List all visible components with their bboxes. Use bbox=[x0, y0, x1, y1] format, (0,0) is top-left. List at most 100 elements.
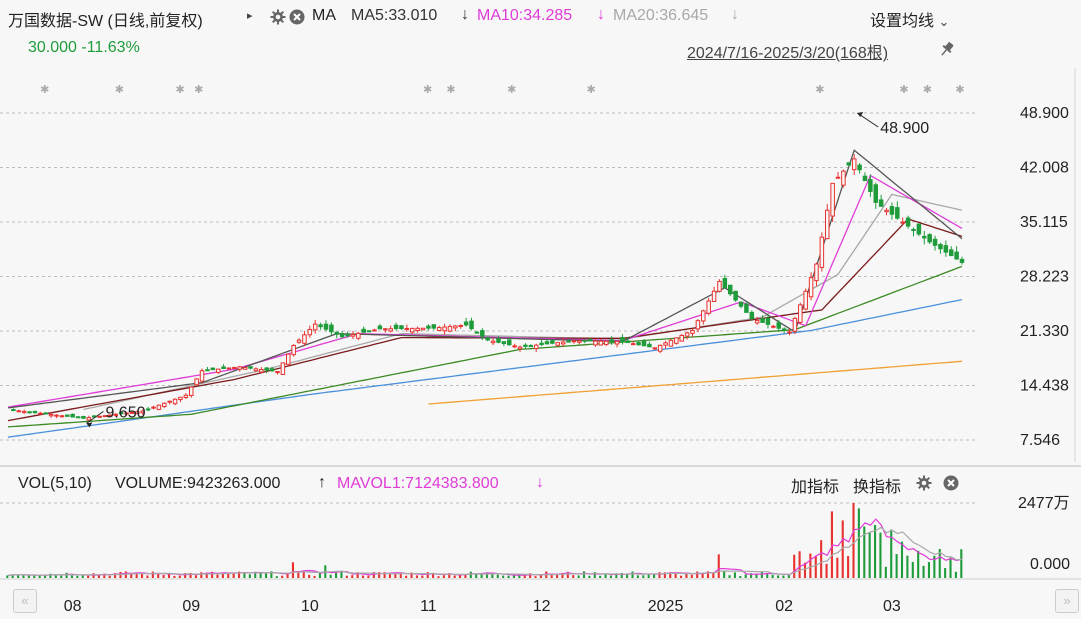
event-marker-icon[interactable]: ✱ bbox=[899, 83, 908, 96]
candle-body[interactable] bbox=[727, 284, 733, 295]
candle-body[interactable] bbox=[156, 404, 162, 410]
candle-body[interactable] bbox=[113, 413, 119, 416]
candle-body[interactable] bbox=[517, 346, 523, 350]
candle-body[interactable] bbox=[383, 328, 388, 331]
candle-body[interactable] bbox=[339, 333, 345, 338]
candle-body[interactable] bbox=[366, 330, 372, 333]
candle-body[interactable] bbox=[205, 369, 210, 372]
candle-body[interactable] bbox=[938, 244, 943, 250]
volume-bar[interactable] bbox=[723, 571, 726, 578]
candle-body[interactable] bbox=[248, 366, 253, 369]
volume-bar[interactable] bbox=[599, 575, 602, 578]
volume-bar[interactable] bbox=[836, 557, 839, 578]
candle-body[interactable] bbox=[948, 249, 954, 257]
candle-body[interactable] bbox=[420, 327, 426, 331]
candle-body[interactable] bbox=[474, 331, 480, 334]
volume-bar[interactable] bbox=[496, 574, 499, 578]
candle-body[interactable] bbox=[102, 415, 108, 418]
volume-bar[interactable] bbox=[167, 573, 171, 578]
candle-body[interactable] bbox=[501, 341, 507, 344]
candle-body[interactable] bbox=[75, 416, 81, 419]
volume-bar[interactable] bbox=[534, 576, 537, 578]
candle-body[interactable] bbox=[862, 175, 868, 182]
candle-body[interactable] bbox=[959, 258, 965, 263]
volume-bar[interactable] bbox=[221, 572, 224, 578]
volume-bar[interactable] bbox=[949, 557, 952, 578]
candle-body[interactable] bbox=[792, 317, 798, 332]
volume-bar[interactable] bbox=[733, 572, 736, 578]
candle-body[interactable] bbox=[221, 366, 226, 370]
candle-body[interactable] bbox=[447, 325, 453, 332]
volume-bar[interactable] bbox=[243, 572, 246, 578]
volume-bar[interactable] bbox=[415, 575, 418, 578]
volume-bar[interactable] bbox=[356, 572, 359, 578]
volume-bar[interactable] bbox=[653, 574, 656, 578]
volume-bar[interactable] bbox=[674, 572, 677, 578]
volume-bar[interactable] bbox=[787, 574, 790, 578]
volume-bar[interactable] bbox=[469, 571, 472, 578]
volume-bar[interactable] bbox=[874, 525, 877, 578]
candle-body[interactable] bbox=[490, 340, 496, 344]
candle-body[interactable] bbox=[399, 325, 404, 330]
candle-body[interactable] bbox=[830, 182, 835, 217]
volume-bar[interactable] bbox=[448, 573, 451, 578]
volume-bar[interactable] bbox=[857, 508, 860, 578]
volume-bar[interactable] bbox=[27, 575, 30, 578]
volume-bar[interactable] bbox=[588, 575, 591, 578]
candle-body[interactable] bbox=[539, 342, 544, 346]
candle-body[interactable] bbox=[377, 325, 383, 330]
candle-body[interactable] bbox=[81, 415, 86, 419]
candle-body[interactable] bbox=[291, 344, 296, 356]
candle-body[interactable] bbox=[733, 290, 738, 301]
candle-body[interactable] bbox=[232, 366, 237, 369]
volume-bar[interactable] bbox=[523, 574, 526, 578]
candle-body[interactable] bbox=[409, 327, 415, 333]
volume-bar[interactable] bbox=[566, 571, 569, 578]
volume-bar[interactable] bbox=[626, 574, 629, 578]
event-marker-icon[interactable]: ✱ bbox=[176, 83, 185, 96]
volume-bar[interactable] bbox=[65, 572, 68, 578]
candle-body[interactable] bbox=[679, 334, 684, 342]
candle-body[interactable] bbox=[523, 344, 528, 347]
event-marker-icon[interactable]: ✱ bbox=[40, 83, 49, 96]
volume-bar[interactable] bbox=[507, 575, 510, 578]
volume-bar[interactable] bbox=[453, 575, 456, 578]
candle-body[interactable] bbox=[550, 340, 555, 344]
candle-body[interactable] bbox=[415, 327, 420, 332]
volume-bar[interactable] bbox=[475, 573, 478, 578]
volume-bar[interactable] bbox=[372, 571, 375, 578]
candle-body[interactable] bbox=[436, 327, 442, 331]
volume-bar[interactable] bbox=[960, 549, 963, 578]
candle-body[interactable] bbox=[878, 199, 884, 207]
volume-bar[interactable] bbox=[162, 574, 165, 578]
candle-body[interactable] bbox=[776, 322, 781, 329]
candle-body[interactable] bbox=[16, 410, 22, 413]
volume-bar[interactable] bbox=[135, 573, 138, 578]
candle-body[interactable] bbox=[841, 170, 846, 186]
volume-bar[interactable] bbox=[927, 562, 931, 578]
volume-bar[interactable] bbox=[485, 572, 489, 578]
volume-bar[interactable] bbox=[140, 573, 144, 578]
volume-bar[interactable] bbox=[297, 571, 300, 578]
volume-bar[interactable] bbox=[178, 575, 181, 578]
volume-bar[interactable] bbox=[572, 575, 575, 578]
candle-body[interactable] bbox=[210, 367, 216, 371]
volume-bar[interactable] bbox=[593, 572, 596, 578]
volume-bar[interactable] bbox=[798, 551, 801, 578]
volume-bar[interactable] bbox=[329, 574, 332, 578]
volume-bar[interactable] bbox=[739, 576, 742, 578]
volume-bar[interactable] bbox=[701, 572, 704, 578]
volume-bar[interactable] bbox=[367, 575, 370, 578]
volume-bar[interactable] bbox=[577, 575, 580, 578]
volume-bar[interactable] bbox=[437, 576, 440, 578]
candle-body[interactable] bbox=[312, 323, 318, 331]
volume-bar[interactable] bbox=[755, 574, 758, 578]
volume-bar[interactable] bbox=[760, 571, 763, 578]
volume-bar[interactable] bbox=[938, 548, 941, 578]
candle-body[interactable] bbox=[668, 339, 674, 347]
volume-bar[interactable] bbox=[690, 574, 693, 578]
candle-body[interactable] bbox=[307, 328, 313, 336]
candle-body[interactable] bbox=[27, 411, 32, 414]
scroll-left-button[interactable]: « bbox=[13, 589, 37, 613]
candle-body[interactable] bbox=[717, 280, 722, 292]
